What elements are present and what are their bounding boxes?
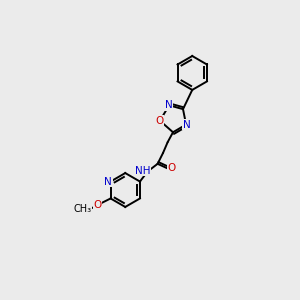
Text: O: O [155, 116, 163, 126]
Text: N: N [183, 119, 191, 130]
Text: N: N [104, 176, 112, 187]
Text: NH: NH [135, 166, 151, 176]
Text: O: O [93, 200, 102, 210]
Text: CH₃: CH₃ [74, 204, 92, 214]
Text: N: N [164, 100, 172, 110]
Text: O: O [167, 164, 175, 173]
